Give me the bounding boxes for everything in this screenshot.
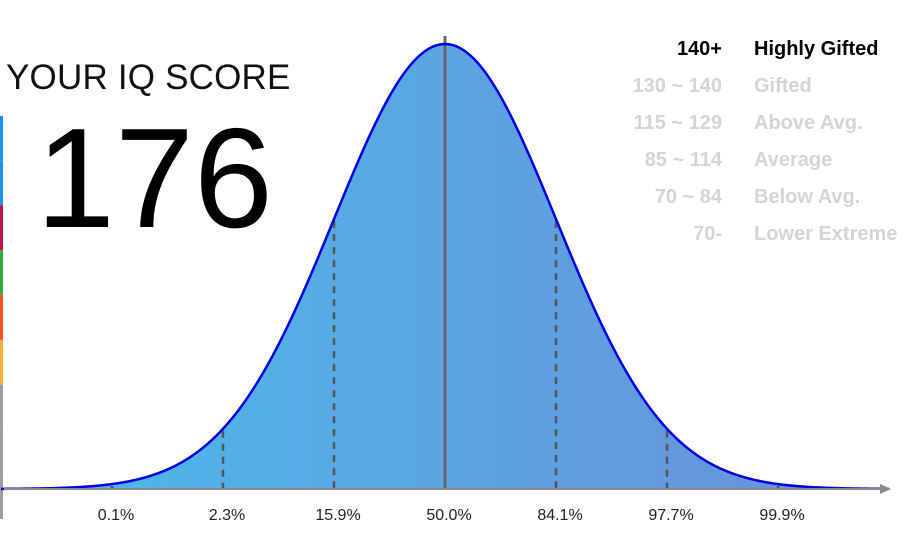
- x-tick-label: 97.7%: [648, 507, 693, 524]
- legend-range: 85 ~ 114: [644, 149, 722, 171]
- legend-row: 115 ~ 129 Above Avg.: [600, 108, 911, 145]
- color-scale-segment: [0, 116, 3, 161]
- legend-range: 70 ~ 84: [654, 186, 722, 208]
- legend-range: 70-: [693, 223, 722, 245]
- color-scale-segment: [0, 205, 3, 251]
- score-title: YOUR IQ SCORE: [6, 58, 291, 97]
- color-scale-segment: [0, 339, 3, 385]
- x-tick-label: 99.9%: [759, 507, 804, 524]
- legend-range: 140+: [676, 38, 722, 60]
- legend-row: 70- Lower Extreme: [600, 219, 911, 256]
- legend-label: Above Avg.: [754, 112, 863, 134]
- legend-label: Average: [754, 149, 833, 171]
- color-scale-bar: [0, 116, 3, 519]
- color-scale-segment: [0, 250, 3, 296]
- legend-row: 85 ~ 114 Average: [600, 145, 911, 182]
- color-scale-segment: [0, 160, 3, 206]
- iq-range-legend: 140+ Highly Gifted 130 ~ 140 Gifted 115 …: [600, 34, 911, 256]
- legend-label: Lower Extreme: [754, 223, 898, 245]
- legend-range: 115 ~ 129: [633, 112, 722, 134]
- legend-range: 130 ~ 140: [632, 75, 722, 97]
- x-tick-label: 2.3%: [209, 507, 245, 524]
- legend-row: 140+ Highly Gifted: [600, 34, 911, 71]
- x-tick-labels: 0.1% 2.3% 15.9% 50.0% 84.1% 97.7% 99.9%: [98, 507, 805, 524]
- color-scale-segment: [0, 429, 3, 475]
- iq-score-value: 176: [36, 99, 273, 258]
- x-tick-label: 15.9%: [315, 507, 360, 524]
- color-scale-segment: [0, 474, 3, 519]
- x-tick-label: 0.1%: [98, 507, 134, 524]
- x-axis-arrow: [880, 484, 891, 494]
- legend-row: 130 ~ 140 Gifted: [600, 71, 911, 108]
- bell-curve-line: [0, 42, 890, 491]
- legend-row: 70 ~ 84 Below Avg.: [600, 182, 911, 219]
- legend-label: Below Avg.: [754, 186, 861, 208]
- x-tick-label: 84.1%: [537, 507, 582, 524]
- legend-label: Gifted: [754, 75, 812, 97]
- x-tick-label: 50.0%: [426, 507, 471, 524]
- color-scale-segment: [0, 295, 3, 340]
- color-scale-segment: [0, 384, 3, 430]
- legend-label: Highly Gifted: [754, 38, 879, 60]
